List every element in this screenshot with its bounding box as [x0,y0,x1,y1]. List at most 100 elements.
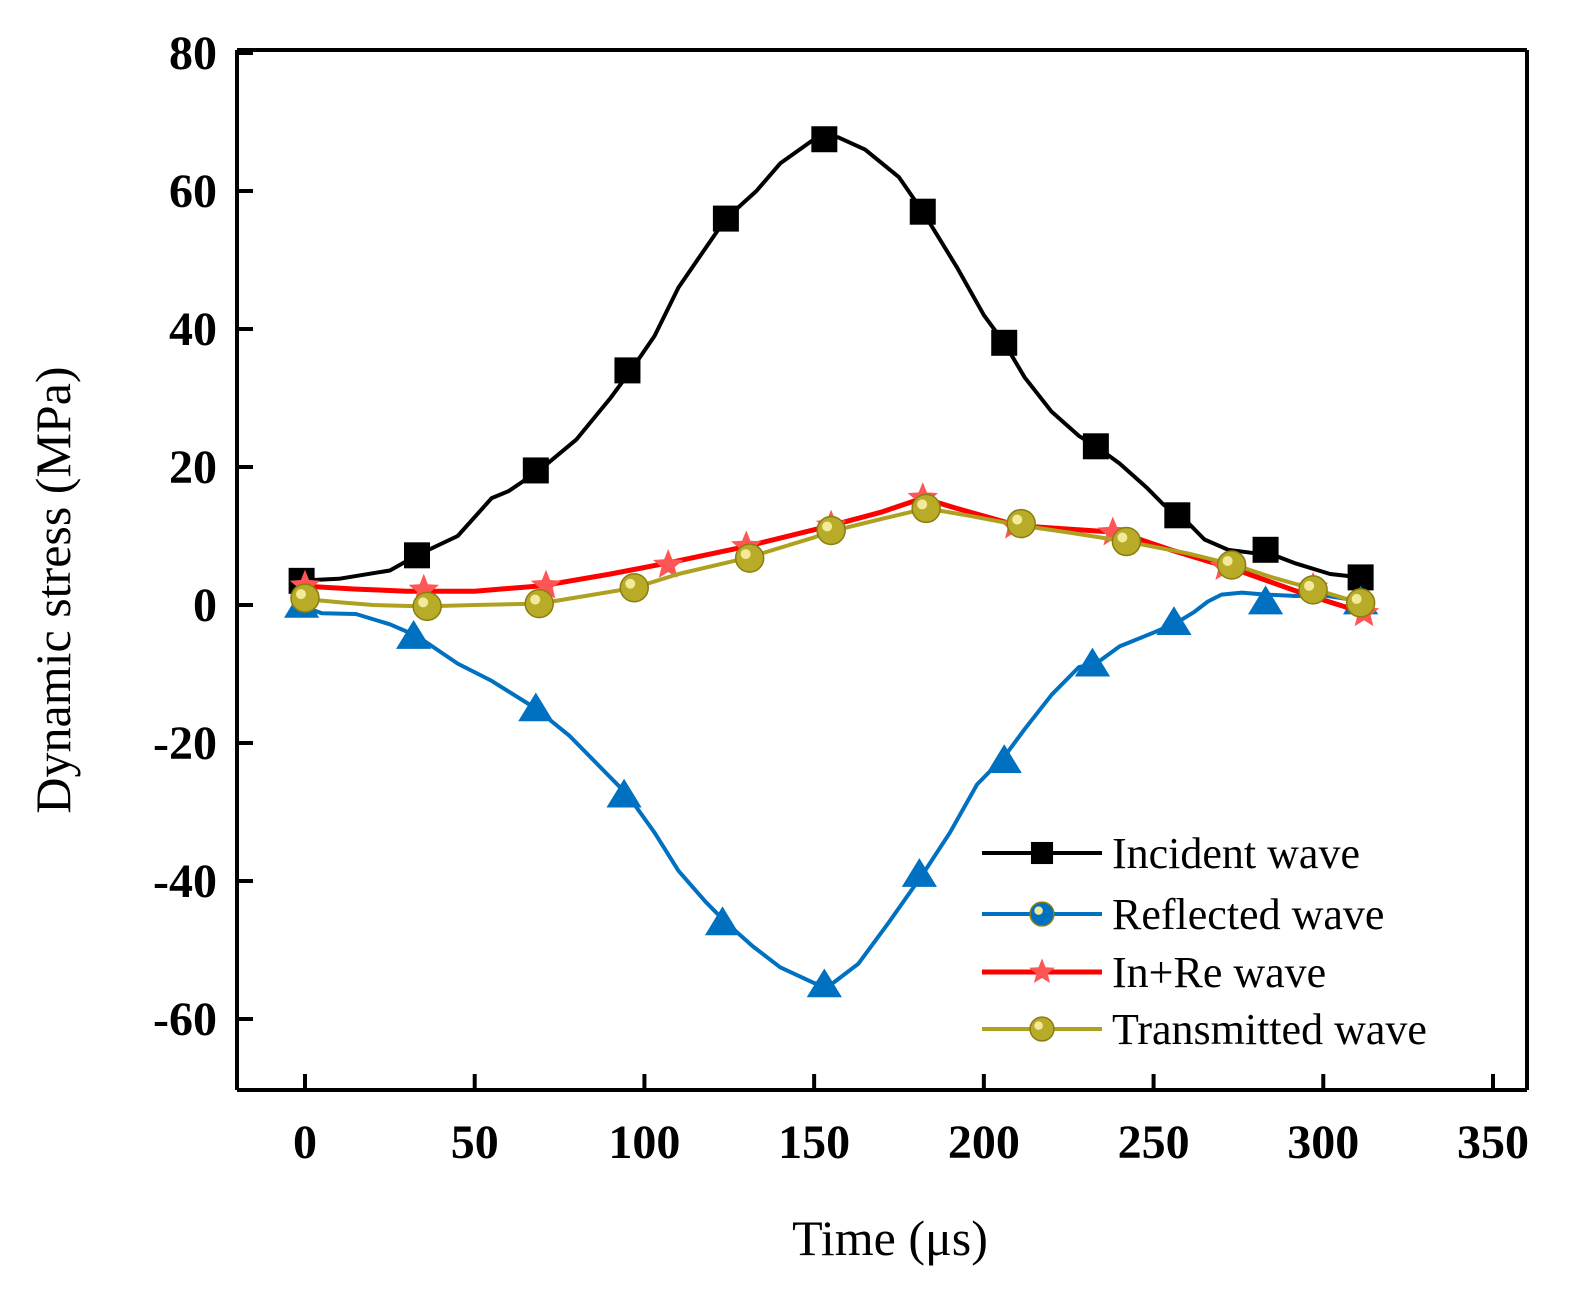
series-transmitted-wave [290,493,1376,622]
triangle-marker [901,858,937,887]
series-line [294,135,1361,583]
y-tick-label: -20 [153,717,217,770]
legend-label: Transmitted wave [1112,1005,1427,1054]
circle-marker-body [1029,1016,1055,1042]
circle-marker-body [1006,508,1036,539]
circle-marker-highlight [1117,532,1128,543]
square-marker [404,542,431,569]
legend-item: Transmitted wave [982,1005,1427,1054]
square-marker [712,205,739,232]
series-layer [284,126,1380,998]
x-tick-label: 200 [948,1116,1020,1169]
y-ticks: -60 -40 -20 0 20 40 60 80 [153,27,253,1046]
circle-marker [1006,508,1036,539]
circle-marker-highlight [1304,580,1315,591]
triangle-marker [518,692,554,722]
circle-marker [1345,588,1376,618]
circle-marker-body [734,543,765,573]
x-tick-label: 250 [1118,1116,1190,1169]
x-ticks: 0 50 100 150 200 250 300 350 [293,1074,1529,1169]
triangle-marker [1156,606,1192,636]
y-axis-title: Dynamic stress (MPa) [25,366,81,813]
circle-marker [412,591,442,622]
series-line [297,590,1362,987]
legend-item: Reflected wave [982,890,1384,939]
triangle-marker [986,744,1022,774]
triangle-marker [704,906,741,936]
circle-marker-body [1216,550,1247,580]
y-tick-label: 80 [169,27,217,80]
circle-marker [290,583,320,613]
circle-marker [1216,550,1247,580]
circle-marker-highlight [1351,593,1362,604]
series-incident-wave [288,126,1374,594]
triangle-marker [1074,647,1111,677]
x-axis-title: Time (μs) [792,1210,988,1266]
circle-marker-body [1111,526,1142,557]
triangle-marker [1247,585,1284,615]
x-tick-label: 350 [1457,1116,1529,1169]
y-tick-label: -60 [153,993,217,1046]
circle-marker [1298,575,1328,605]
square-marker [1252,536,1279,563]
circle-marker-body [412,591,442,622]
circle-marker-body [1345,588,1376,618]
square-marker [991,329,1018,356]
legend-item: Incident wave [982,829,1360,878]
star-marker [1097,516,1129,546]
circle-marker-highlight [1012,514,1023,525]
circle-marker [619,573,649,603]
star-marker [408,573,439,603]
circle-marker-highlight [1034,906,1043,915]
x-tick-label: 100 [608,1116,680,1169]
circle-marker-highlight [1034,1021,1043,1030]
square-marker [811,126,838,153]
x-tick-label: 50 [451,1116,499,1169]
circle-marker-body [1029,901,1055,927]
circle-marker-body [524,588,554,619]
circle-marker-highlight [822,521,833,532]
x-tick-label: 300 [1287,1116,1359,1169]
x-tick-label: 0 [293,1116,317,1169]
star-marker [653,549,684,578]
square-marker [1082,433,1109,460]
legend-label: Incident wave [1112,829,1360,878]
circle-marker [1029,901,1055,927]
y-tick-label: -40 [153,855,217,908]
circle-marker [1111,526,1142,557]
circle-marker-body [1298,575,1328,605]
circle-marker [1029,1016,1055,1042]
circle-marker-highlight [418,597,429,608]
legend-label: In+Re wave [1112,948,1326,997]
star-marker [530,569,562,599]
circle-marker [816,515,846,546]
circle-marker-highlight [917,499,928,510]
circle-marker-highlight [530,594,541,605]
circle-marker [911,493,941,524]
triangle-marker [396,620,432,649]
legend-item: In+Re wave [982,948,1326,997]
circle-marker-body [619,573,649,603]
circle-marker-body [290,583,320,613]
circle-marker-highlight [740,549,751,560]
triangle-marker [606,778,642,808]
y-tick-label: 60 [169,165,217,218]
star-marker [1029,958,1055,983]
square-marker [614,357,641,384]
circle-marker-body [816,515,846,546]
circle-marker [734,543,765,573]
circle-marker-body [911,493,941,524]
circle-marker-highlight [1222,555,1233,566]
square-marker [1030,841,1054,865]
legend: Incident wave Reflected wave In+Re wave Tra… [982,829,1427,1054]
square-marker [1164,502,1191,529]
legend-label: Reflected wave [1112,890,1384,939]
plot-frame [235,48,1529,1092]
y-tick-label: 20 [169,441,217,494]
circle-marker [524,588,554,619]
y-tick-label: 0 [193,579,217,632]
circle-marker-highlight [625,578,636,589]
triangle-marker [806,968,842,998]
circle-marker-highlight [296,589,306,600]
